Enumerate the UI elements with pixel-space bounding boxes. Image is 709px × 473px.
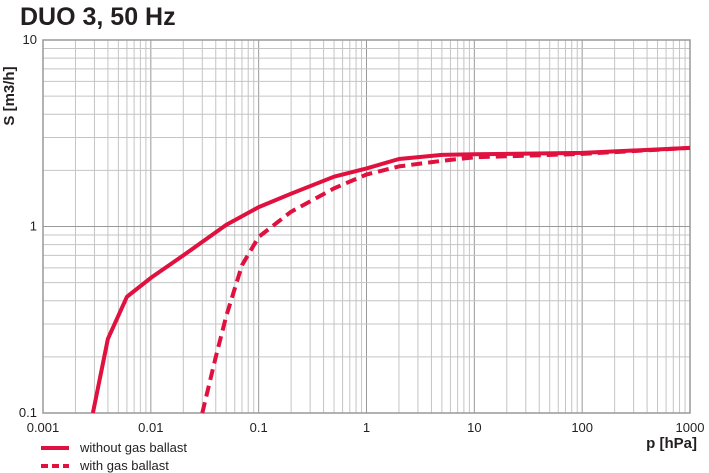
legend-label-without-gas-ballast: without gas ballast bbox=[79, 440, 187, 455]
x-tick-label: 1 bbox=[363, 420, 370, 435]
grid bbox=[42, 39, 691, 414]
y-tick-label: 10 bbox=[23, 32, 37, 47]
x-tick-label: 0.1 bbox=[250, 420, 268, 435]
x-tick-label: 10 bbox=[467, 420, 481, 435]
plot-frame bbox=[42, 39, 691, 414]
series-line-without-gas-ballast bbox=[90, 145, 691, 414]
legend: without gas ballast with gas ballast bbox=[41, 440, 187, 473]
curves bbox=[90, 145, 691, 414]
tick-labels: 0.001 0.01 0.1 1 10 100 1000 0.1 1 10 bbox=[19, 32, 705, 435]
chart-title: DUO 3, 50 Hz bbox=[20, 3, 176, 31]
x-tick-label: 100 bbox=[571, 420, 593, 435]
legend-label-with-gas-ballast: with gas ballast bbox=[79, 458, 169, 473]
y-axis-label: S [m3/h] bbox=[1, 66, 18, 125]
x-tick-label: 0.001 bbox=[27, 420, 60, 435]
series-line-with-gas-ballast bbox=[200, 145, 691, 414]
x-axis-label: p [hPa] bbox=[646, 435, 697, 452]
y-tick-label: 1 bbox=[30, 219, 37, 234]
y-tick-label: 0.1 bbox=[19, 405, 37, 420]
x-tick-label: 1000 bbox=[676, 420, 705, 435]
x-tick-label: 0.01 bbox=[138, 420, 163, 435]
